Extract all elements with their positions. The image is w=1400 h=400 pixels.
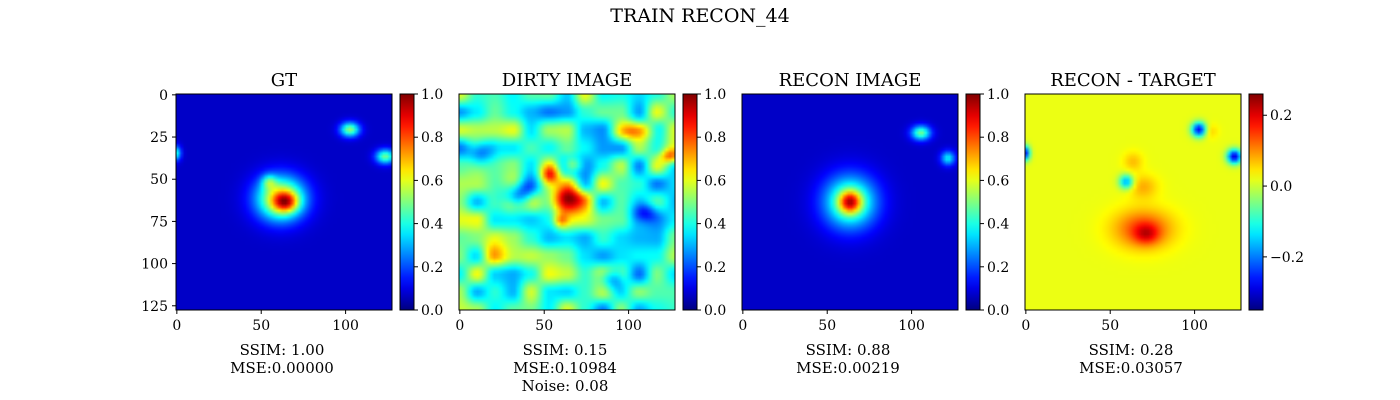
colorbar-tick-label: 0.4 <box>421 217 443 233</box>
colorbar-tick-label: 0.8 <box>421 130 443 146</box>
heatmap-image <box>459 94 675 310</box>
metric-text: Noise: 0.08 <box>522 377 609 395</box>
heatmap-image <box>1025 94 1241 310</box>
metric-text: MSE:0.00000 <box>230 359 334 377</box>
axes-frame <box>458 93 676 311</box>
heatmap-image <box>742 94 958 310</box>
axes-frame <box>175 93 393 311</box>
heatmap-image <box>176 94 392 310</box>
metric-text: MSE:0.00219 <box>796 359 900 377</box>
colorbar-tick-label: −0.2 <box>1270 250 1304 266</box>
colorbar <box>683 94 697 310</box>
colorbar-tick-label: 0.2 <box>1270 108 1292 124</box>
axes-frame <box>1024 93 1242 311</box>
figure-suptitle: TRAIN RECON_44 <box>610 5 789 27</box>
colorbar-frame <box>965 93 981 311</box>
x-tick-label: 0 <box>455 318 464 334</box>
x-tick-label: 0 <box>738 318 747 334</box>
colorbar-tick-label: 0.0 <box>704 303 726 319</box>
panel-2: DIRTY IMAGE 0 50 100 0.0 0.2 0.4 0.6 0.8 1.0 SSIM:… <box>455 70 726 395</box>
y-tick-label: 75 <box>150 214 168 230</box>
colorbar-tick-label: 0.0 <box>987 303 1009 319</box>
colorbar-tick-label: 0.2 <box>704 260 726 276</box>
metric-text: SSIM: 0.88 <box>806 341 891 359</box>
panel-title: DIRTY IMAGE <box>502 70 632 91</box>
metric-text: MSE:0.03057 <box>1079 359 1183 377</box>
colorbar-tick-label: 0.4 <box>987 217 1009 233</box>
colorbar-tick-label: 0.2 <box>987 260 1009 276</box>
x-tick-label: 0 <box>172 318 181 334</box>
colorbar-tick-label: 0.6 <box>987 173 1009 189</box>
axes-frame <box>741 93 959 311</box>
colorbar <box>1249 94 1263 310</box>
panel-3: RECON IMAGE 0 50 100 0.0 0.2 0.4 0.6 0.8 1.0 SSIM:… <box>738 70 1009 377</box>
y-tick-label: 125 <box>141 299 168 315</box>
y-tick-label: 50 <box>150 172 168 188</box>
colorbar-tick-label: 1.0 <box>421 87 443 103</box>
colorbar-tick-label: 0.8 <box>987 130 1009 146</box>
y-tick-label: 0 <box>159 88 168 104</box>
x-tick-label: 50 <box>252 318 270 334</box>
colorbar-tick-label: 0.0 <box>1270 179 1292 195</box>
colorbar-tick-label: 0.2 <box>421 260 443 276</box>
x-tick-label: 50 <box>535 318 553 334</box>
x-tick-label: 100 <box>615 318 642 334</box>
colorbar-frame <box>399 93 415 311</box>
colorbar <box>400 94 414 310</box>
metric-text: MSE:0.10984 <box>513 359 617 377</box>
y-tick-label: 25 <box>150 130 168 146</box>
x-tick-label: 100 <box>332 318 359 334</box>
panel-title: RECON - TARGET <box>1050 70 1216 91</box>
colorbar <box>966 94 980 310</box>
metric-text: SSIM: 0.28 <box>1089 341 1174 359</box>
panel-4: RECON - TARGET 0 50 100 −0.2 0.0 0.2 SSIM: 0.28… <box>1021 70 1304 377</box>
colorbar-tick-label: 0.0 <box>421 303 443 319</box>
colorbar-tick-label: 0.8 <box>704 130 726 146</box>
colorbar-frame <box>682 93 698 311</box>
colorbar-frame <box>1248 93 1264 311</box>
colorbar-tick-label: 0.6 <box>421 173 443 189</box>
x-tick-label: 100 <box>898 318 925 334</box>
x-tick-label: 0 <box>1021 318 1030 334</box>
colorbar-tick-label: 1.0 <box>704 87 726 103</box>
metric-text: SSIM: 0.15 <box>523 341 608 359</box>
panel-title: GT <box>271 70 297 91</box>
colorbar-tick-label: 0.4 <box>704 217 726 233</box>
panel-title: RECON IMAGE <box>779 70 922 91</box>
panel-1: GT 0 50 100 0 25 50 75 100 125 0.0 0.2 0.4 0.6 0.8 1.0 S… <box>141 70 443 377</box>
x-tick-label: 100 <box>1181 318 1208 334</box>
x-tick-label: 50 <box>1101 318 1119 334</box>
colorbar-tick-label: 1.0 <box>987 87 1009 103</box>
x-tick-label: 50 <box>818 318 836 334</box>
panels: GT 0 50 100 0 25 50 75 100 125 0.0 0.2 0.4 0.6 0.8 1.0 S… <box>141 70 1304 395</box>
metric-text: SSIM: 1.00 <box>240 341 325 359</box>
y-tick-label: 100 <box>141 257 168 273</box>
colorbar-tick-label: 0.6 <box>704 173 726 189</box>
